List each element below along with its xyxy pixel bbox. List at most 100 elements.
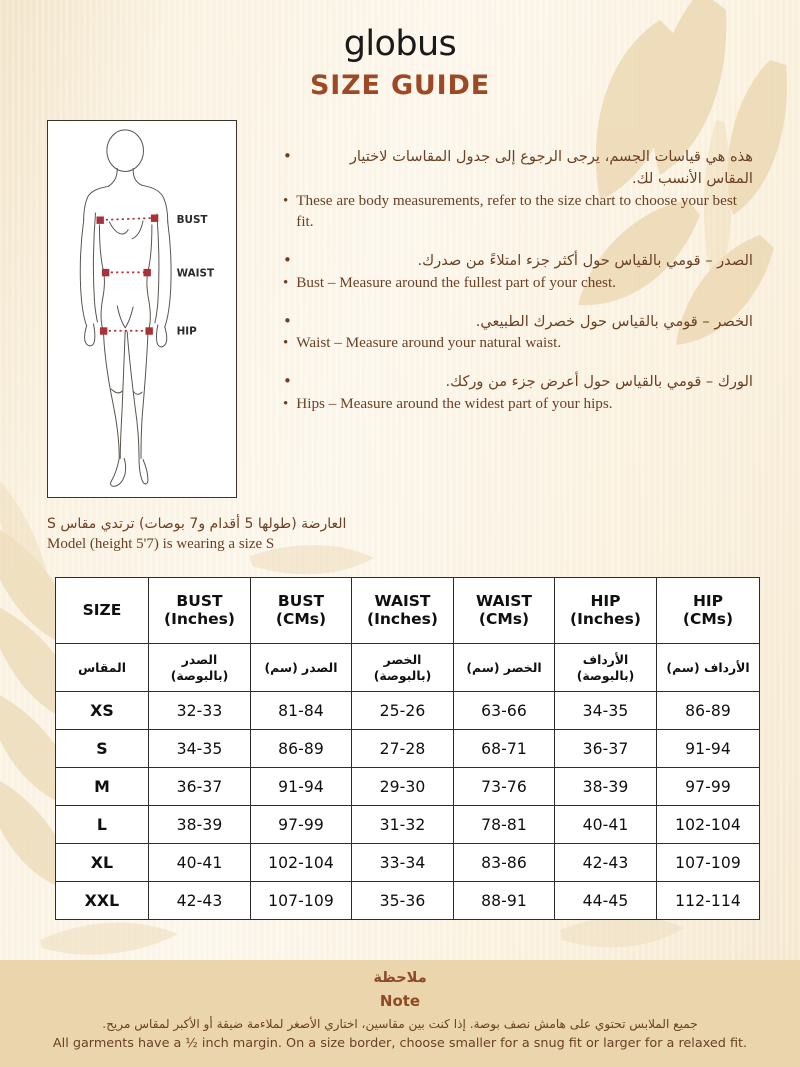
body-figure-illustration: BUST WAIST HIP (79, 129, 215, 487)
header-bust-cms: BUST (CMs) (250, 577, 352, 644)
cell-bust-inches: 40-41 (148, 843, 251, 882)
cell-hip-cms: 86-89 (656, 691, 760, 730)
cell-hip-inches: 36-37 (554, 729, 657, 768)
cell-bust-cms: 102-104 (250, 843, 352, 882)
instruction-english: • These are body measurements, refer to … (283, 191, 753, 233)
cell-bust-inches: 42-43 (148, 881, 251, 920)
cell-hip-inches: 38-39 (554, 767, 657, 806)
note-section: ملاحظة Note جميع الملابس تحتوي على هامش … (0, 960, 800, 1067)
cell-waist-inches: 29-30 (351, 767, 454, 806)
table-row: M 36-37 91-94 29-30 73-76 38-39 97-99 (55, 767, 760, 806)
cell-bust-cms: 81-84 (250, 691, 352, 730)
cell-hip-cms: 107-109 (656, 843, 760, 882)
measurement-figure-panel: BUST WAIST HIP (47, 120, 237, 498)
cell-hip-cms: 91-94 (656, 729, 760, 768)
cell-bust-cms: 91-94 (250, 767, 352, 806)
page-title: SIZE GUIDE (310, 69, 490, 101)
bullet-dot-icon: • (283, 372, 292, 391)
cell-waist-cms: 78-81 (453, 805, 555, 844)
cell-bust-cms: 97-99 (250, 805, 352, 844)
instruction-english: • Hips – Measure around the widest part … (283, 394, 753, 415)
table-row: S 34-35 86-89 27-28 68-71 36-37 91-94 (55, 729, 760, 768)
cell-waist-inches: 33-34 (351, 843, 454, 882)
model-caption-english: Model (height 5'7) is wearing a size S (47, 536, 275, 553)
bullet-dot-icon: • (283, 192, 289, 209)
cell-size: XL (55, 843, 149, 882)
cell-hip-cms: 102-104 (656, 805, 760, 844)
header-size-arabic: المقاس (55, 643, 149, 692)
cell-hip-inches: 40-41 (554, 805, 657, 844)
instruction-group: • الخصر – قومي بالقياس حول خصرك الطبيعي.… (283, 311, 753, 355)
cell-waist-cms: 83-86 (453, 843, 555, 882)
header-hip-inches: HIP (Inches) (554, 577, 657, 644)
table-row: XXL 42-43 107-109 35-36 88-91 44-45 112-… (55, 881, 760, 920)
cell-bust-inches: 36-37 (148, 767, 251, 806)
cell-hip-cms: 112-114 (656, 881, 760, 920)
instruction-group: • الصدر – قومي بالقياس حول أكثر جزء امتل… (283, 250, 753, 294)
bullet-dot-icon: • (283, 147, 292, 165)
table-header-row-arabic: المقاس الصدر (بالبوصة) الصدر (سم) الخصر … (55, 643, 760, 692)
cell-hip-inches: 34-35 (554, 691, 657, 730)
header-bust-cms-arabic: الصدر (سم) (250, 643, 352, 692)
note-title-arabic: ملاحظة (373, 970, 427, 986)
cell-size: L (55, 805, 149, 844)
table-header-row-english: SIZE BUST (Inches) BUST (CMs) WAIST (Inc… (55, 577, 760, 644)
header-bust-inches: BUST (Inches) (148, 577, 251, 644)
note-body-arabic: جميع الملابس تحتوي على هامش نصف بوصة. إذ… (102, 1017, 698, 1032)
header-hip-inches-arabic: الأرداف (بالبوصة) (554, 643, 657, 692)
cell-size: S (55, 729, 149, 768)
instruction-arabic: • هذه هي قياسات الجسم، يرجى الرجوع إلى ج… (283, 146, 753, 190)
header-waist-inches: WAIST (Inches) (351, 577, 454, 644)
header-size: SIZE (55, 577, 149, 644)
cell-hip-cms: 97-99 (656, 767, 760, 806)
table-row: XS 32-33 81-84 25-26 63-66 34-35 86-89 (55, 691, 760, 730)
cell-waist-inches: 35-36 (351, 881, 454, 920)
model-caption: العارضة (طولها 5 أقدام و7 بوصات) ترتدي م… (47, 514, 647, 556)
cell-waist-inches: 27-28 (351, 729, 454, 768)
header-hip-cms: HIP (CMs) (656, 577, 760, 644)
header-hip-cms-arabic: الأرداف (سم) (656, 643, 760, 692)
cell-waist-inches: 25-26 (351, 691, 454, 730)
hip-label: HIP (177, 326, 198, 338)
cell-hip-inches: 42-43 (554, 843, 657, 882)
cell-waist-cms: 68-71 (453, 729, 555, 768)
waist-label: WAIST (177, 267, 215, 279)
measurement-instructions: • هذه هي قياسات الجسم، يرجى الرجوع إلى ج… (283, 146, 753, 415)
bust-label: BUST (177, 214, 209, 226)
cell-bust-cms: 107-109 (250, 881, 352, 920)
size-chart-table: SIZE BUST (Inches) BUST (CMs) WAIST (Inc… (55, 577, 760, 920)
bullet-dot-icon: • (283, 335, 289, 352)
model-caption-arabic: العارضة (طولها 5 أقدام و7 بوصات) ترتدي م… (47, 516, 347, 532)
header-waist-cms: WAIST (CMs) (453, 577, 555, 644)
page-header: globus SIZE GUIDE (0, 26, 800, 101)
instruction-group: • هذه هي قياسات الجسم، يرجى الرجوع إلى ج… (283, 146, 753, 233)
note-title-english: Note (379, 991, 421, 1010)
cell-bust-inches: 34-35 (148, 729, 251, 768)
header-waist-inches-arabic: الخصر (بالبوصة) (351, 643, 454, 692)
cell-waist-cms: 88-91 (453, 881, 555, 920)
cell-hip-inches: 44-45 (554, 881, 657, 920)
bullet-dot-icon: • (283, 311, 292, 330)
cell-bust-inches: 32-33 (148, 691, 251, 730)
size-chart-body: XS 32-33 81-84 25-26 63-66 34-35 86-89 S… (55, 691, 760, 920)
brand-logo: globus (343, 24, 457, 64)
instruction-arabic: • الورك – قومي بالقياس حول أعرض جزء من و… (283, 371, 753, 393)
cell-waist-inches: 31-32 (351, 805, 454, 844)
instruction-arabic: • الخصر – قومي بالقياس حول خصرك الطبيعي. (283, 311, 753, 333)
instruction-group: • الورك – قومي بالقياس حول أعرض جزء من و… (283, 371, 753, 415)
instruction-english: • Bust – Measure around the fullest part… (283, 273, 753, 294)
instruction-english: • Waist – Measure around your natural wa… (283, 333, 753, 354)
bullet-dot-icon: • (283, 250, 292, 269)
cell-size: M (55, 767, 149, 806)
note-body-english: All garments have a ½ inch margin. On a … (52, 1035, 748, 1051)
cell-waist-cms: 63-66 (453, 691, 555, 730)
header-waist-cms-arabic: الخصر (سم) (453, 643, 555, 692)
cell-bust-inches: 38-39 (148, 805, 251, 844)
header-bust-inches-arabic: الصدر (بالبوصة) (148, 643, 251, 692)
size-chart-container: SIZE BUST (Inches) BUST (CMs) WAIST (Inc… (55, 577, 760, 920)
cell-size: XXL (55, 881, 149, 920)
bullet-dot-icon: • (283, 396, 289, 413)
table-row: L 38-39 97-99 31-32 78-81 40-41 102-104 (55, 805, 760, 844)
table-row: XL 40-41 102-104 33-34 83-86 42-43 107-1… (55, 843, 760, 882)
instruction-arabic: • الصدر – قومي بالقياس حول أكثر جزء امتل… (283, 250, 753, 272)
